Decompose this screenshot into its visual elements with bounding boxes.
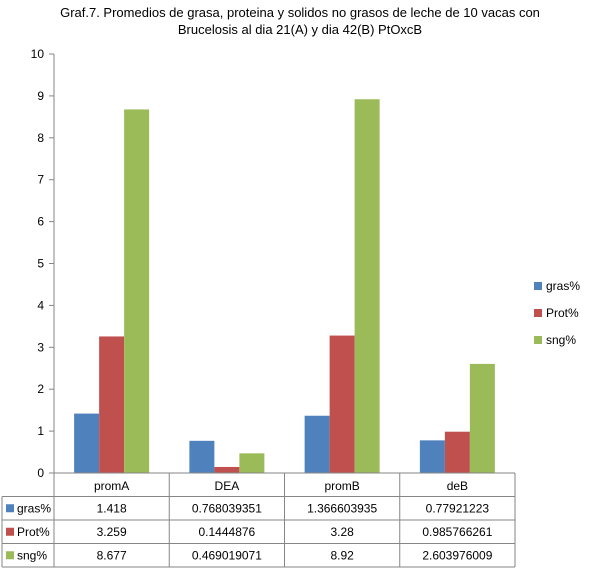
legend-item-sng: sng% xyxy=(534,326,580,353)
table-cell: 0.985766261 xyxy=(422,525,492,539)
table-cell: 0.768039351 xyxy=(192,501,262,515)
y-tick-label: 5 xyxy=(37,257,44,271)
table-row-label: sng% xyxy=(17,548,47,562)
bar-Prot-promB xyxy=(329,335,355,473)
table-cell: 8.677 xyxy=(97,548,127,562)
table-row-label: gras% xyxy=(17,501,51,515)
y-tick-label: 7 xyxy=(37,173,44,187)
bar-Prot-promA xyxy=(99,336,125,473)
bar-Prot-DEA xyxy=(214,466,240,473)
table-cell: 0.77921223 xyxy=(426,501,490,515)
chart-title-line-1: Graf.7. Promedios de grasa, proteina y s… xyxy=(60,5,540,20)
y-tick-label: 10 xyxy=(31,47,45,61)
bar-sng-deB xyxy=(469,363,495,473)
table-cell: 8.92 xyxy=(330,548,354,562)
legend-swatch-prot xyxy=(534,308,542,317)
table-cell: 2.603976009 xyxy=(422,548,492,562)
table-cell: 1.418 xyxy=(97,501,127,515)
y-tick-label: 0 xyxy=(37,466,44,480)
table-cell: 0.469019071 xyxy=(192,548,262,562)
y-tick-label: 3 xyxy=(37,340,44,354)
legend-swatch-gras xyxy=(534,281,542,290)
bar-gras-promB xyxy=(304,415,330,473)
bar-gras-promA xyxy=(74,413,100,473)
legend-label-gras: gras% xyxy=(546,278,581,293)
y-tick-label: 9 xyxy=(37,89,44,103)
table-key-sng xyxy=(6,551,14,560)
legend-label-prot: Prot% xyxy=(546,305,579,320)
chart-title: Graf.7. Promedios de grasa, proteina y s… xyxy=(0,4,600,38)
x-tick-label: deB xyxy=(447,479,468,493)
chart-title-line-2: Brucelosis al dia 21(A) y dia 42(B) PtOx… xyxy=(177,22,423,37)
y-tick-label: 8 xyxy=(37,131,44,145)
y-tick-label: 6 xyxy=(37,215,44,229)
x-tick-label: promB xyxy=(324,479,359,493)
bar-Prot-deB xyxy=(444,431,470,473)
bar-sng-promA xyxy=(124,109,150,473)
table-key-Prot xyxy=(6,527,14,536)
x-tick-label: DEA xyxy=(215,479,240,493)
table-cell: 0.1444876 xyxy=(199,525,256,539)
bar-sng-promB xyxy=(354,99,380,473)
legend-item-prot: Prot% xyxy=(534,299,580,326)
legend: gras% Prot% sng% xyxy=(534,272,580,353)
table-cell: 3.28 xyxy=(330,525,354,539)
table-cell: 1.366603935 xyxy=(307,501,377,515)
x-tick-label: promA xyxy=(94,479,129,493)
bar-sng-DEA xyxy=(239,453,265,473)
y-tick-label: 2 xyxy=(37,382,44,396)
legend-label-sng: sng% xyxy=(546,332,577,347)
bar-gras-DEA xyxy=(189,440,215,473)
table-row-label: Prot% xyxy=(17,525,50,539)
table-key-gras xyxy=(6,504,14,513)
legend-swatch-sng xyxy=(534,335,542,344)
y-tick-label: 1 xyxy=(37,424,44,438)
y-tick-label: 4 xyxy=(37,298,44,312)
bar-gras-deB xyxy=(419,440,445,473)
table-cell: 3.259 xyxy=(97,525,127,539)
legend-item-gras: gras% xyxy=(534,272,580,299)
